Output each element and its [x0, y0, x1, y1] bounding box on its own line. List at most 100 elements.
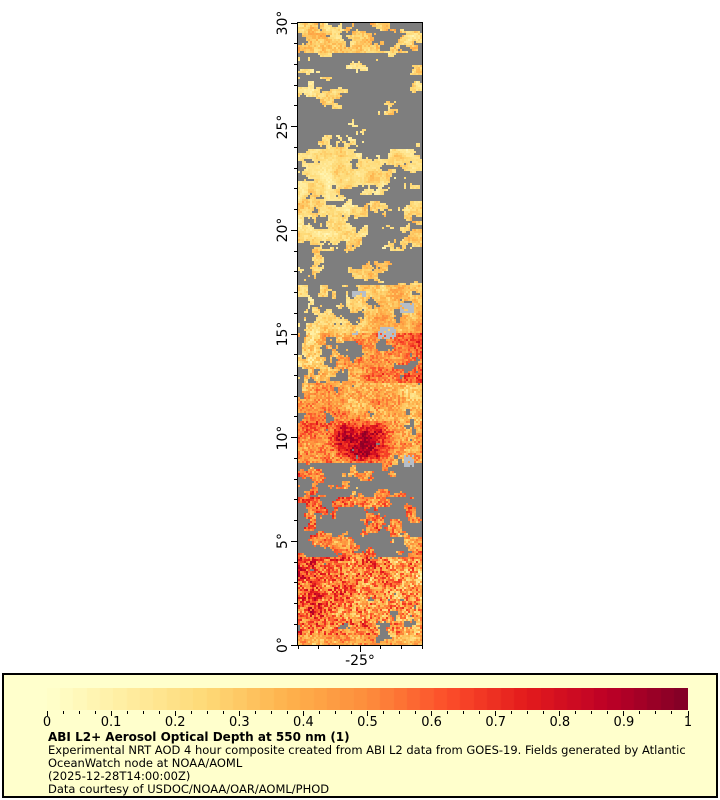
latitude-minor-tick: [294, 188, 297, 190]
latitude-minor-tick: [294, 63, 297, 65]
latitude-major-tick: [291, 333, 297, 335]
aod-raster-canvas: [298, 23, 422, 645]
latitude-minor-tick: [294, 623, 297, 625]
latitude-major-tick: [291, 22, 297, 24]
latitude-minor-tick: [294, 416, 297, 418]
colorbar-minor-tick: [94, 711, 96, 714]
latitude-minor-tick: [294, 374, 297, 376]
colorbar-minor-tick: [527, 711, 529, 714]
latitude-major-tick: [291, 437, 297, 439]
colorbar-minor-tick: [447, 711, 449, 714]
colorbar-minor-tick: [158, 711, 160, 714]
colorbar-tick-label: 0.1: [100, 715, 122, 730]
colorbar-minor-tick: [591, 711, 593, 714]
latitude-tick-label: 30°: [275, 10, 291, 36]
colorbar-tick-label: 0.4: [293, 715, 314, 730]
colorbar-minor-tick: [318, 711, 320, 714]
legend-panel: 0 0.1 0.2 0.3 0.4 0.5 0.6 0.7 0.8 0.9 1 ABI L2+ Ae…: [2, 673, 718, 798]
latitude-minor-tick: [294, 561, 297, 563]
latitude-minor-tick: [294, 478, 297, 480]
latitude-minor-tick: [294, 105, 297, 107]
colorbar-minor-tick: [126, 711, 128, 714]
colorbar-major-tick: [431, 711, 433, 716]
legend-caption-line: (2025-12-28T14:00:00Z): [48, 769, 191, 783]
latitude-minor-tick: [294, 43, 297, 45]
latitude-minor-tick: [294, 271, 297, 273]
colorbar-minor-tick: [511, 711, 513, 714]
colorbar-tick-label: 0.2: [164, 715, 186, 730]
longitude-major-tick: [359, 646, 361, 652]
colorbar-major-tick: [559, 711, 561, 716]
colorbar-major-tick: [110, 711, 112, 716]
legend-caption: ABI L2+ Aerosol Optical Depth at 550 nm …: [48, 730, 686, 796]
colorbar-major-tick: [302, 711, 304, 716]
colorbar-major-tick: [238, 711, 240, 716]
latitude-tick-label: 25°: [275, 114, 291, 140]
longitude-tick-label: -25°: [345, 653, 375, 669]
latitude-minor-tick: [294, 603, 297, 605]
colorbar-minor-tick: [575, 711, 577, 714]
latitude-minor-tick: [294, 499, 297, 501]
latitude-tick-label: 0°: [275, 637, 291, 653]
colorbar-tick-label: 0.6: [421, 715, 442, 730]
latitude-major-tick: [291, 126, 297, 128]
colorbar-major-tick: [174, 711, 176, 716]
latitude-minor-tick: [294, 354, 297, 356]
latitude-minor-tick: [294, 167, 297, 169]
colorbar-tick-label: 1: [683, 715, 693, 730]
latitude-major-tick: [291, 229, 297, 231]
colorbar-minor-tick: [543, 711, 545, 714]
latitude-minor-tick: [294, 520, 297, 522]
colorbar-minor-tick: [671, 711, 673, 714]
latitude-minor-tick: [294, 395, 297, 397]
colorbar-minor-tick: [383, 711, 385, 714]
latitude-minor-tick: [294, 292, 297, 294]
aod-map: [297, 22, 423, 646]
colorbar-minor-tick: [639, 711, 641, 714]
colorbar-minor-tick: [334, 711, 336, 714]
colorbar: [47, 688, 688, 710]
legend-title: ABI L2+ Aerosol Optical Depth at 550 nm …: [48, 730, 350, 744]
legend-caption-line: OceanWatch node at NOAA/AOML: [48, 756, 243, 770]
longitude-minor-tick: [380, 646, 382, 649]
latitude-minor-tick: [294, 457, 297, 459]
colorbar-tick-label: 0: [42, 715, 52, 730]
colorbar-tick-label: 0.5: [357, 715, 378, 730]
latitude-minor-tick: [294, 250, 297, 252]
colorbar-minor-tick: [607, 711, 609, 714]
colorbar-major-tick: [495, 711, 497, 716]
longitude-minor-tick: [297, 646, 299, 649]
colorbar-tick-label: 0.9: [613, 715, 635, 730]
latitude-tick-label: 15°: [275, 321, 291, 347]
latitude-tick-label: 10°: [275, 425, 291, 451]
colorbar-minor-tick: [222, 711, 224, 714]
colorbar-minor-tick: [350, 711, 352, 714]
colorbar-major-tick: [687, 711, 689, 716]
colorbar-minor-tick: [190, 711, 192, 714]
latitude-major-tick: [291, 540, 297, 542]
colorbar-minor-tick: [655, 711, 657, 714]
colorbar-minor-tick: [270, 711, 272, 714]
colorbar-major-tick: [367, 711, 368, 716]
colorbar-major-tick: [46, 711, 48, 716]
longitude-minor-tick: [421, 646, 423, 649]
latitude-tick-label: 20°: [275, 217, 291, 243]
colorbar-minor-tick: [206, 711, 208, 714]
longitude-minor-tick: [318, 646, 320, 649]
latitude-tick-label: 5°: [275, 533, 291, 550]
colorbar-minor-tick: [479, 711, 481, 714]
colorbar-minor-tick: [254, 711, 256, 714]
legend-caption-lines: Experimental NRT AOD 4 hour composite cr…: [48, 744, 686, 796]
colorbar-minor-tick: [415, 711, 417, 714]
longitude-minor-tick: [400, 646, 402, 649]
colorbar-minor-tick: [463, 711, 465, 714]
colorbar-major-tick: [623, 711, 625, 716]
latitude-minor-tick: [294, 312, 297, 314]
longitude-minor-tick: [338, 646, 340, 649]
latitude-minor-tick: [294, 209, 297, 211]
latitude-minor-tick: [294, 146, 297, 148]
colorbar-minor-tick: [62, 711, 64, 714]
latitude-major-tick: [291, 644, 297, 646]
latitude-minor-tick: [294, 582, 297, 584]
